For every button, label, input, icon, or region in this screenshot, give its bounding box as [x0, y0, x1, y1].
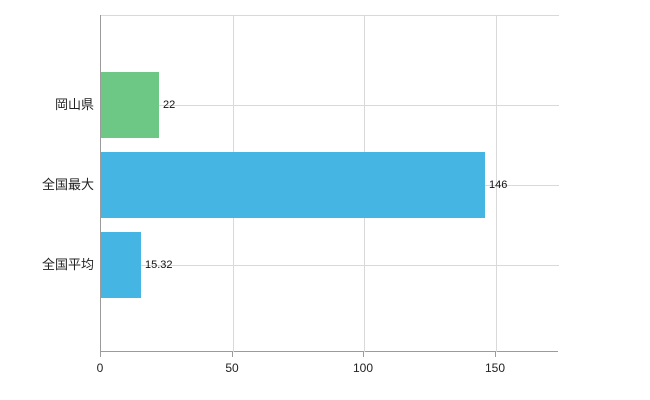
bar [101, 152, 485, 218]
gridline-vertical [496, 15, 497, 352]
axis-tick-mark [232, 352, 233, 357]
bar [101, 72, 159, 138]
axis-tick-mark [100, 352, 101, 357]
gridline-top [101, 15, 559, 16]
x-tick-label: 150 [484, 361, 506, 375]
gridline-horizontal [101, 265, 559, 266]
bar-value-label: 146 [489, 179, 508, 191]
gridline-horizontal [101, 105, 559, 106]
category-label: 全国最大 [41, 177, 94, 192]
x-tick-label: 100 [352, 361, 374, 375]
bar-value-label: 22 [163, 99, 176, 111]
axis-tick-mark [363, 352, 364, 357]
category-label: 岡山県 [54, 97, 94, 112]
axis-tick-mark [495, 352, 496, 357]
x-tick-label: 50 [225, 361, 239, 375]
bar-value-label: 15.32 [145, 259, 173, 271]
category-label: 全国平均 [41, 257, 94, 272]
plot-area: 22 146 15.32 [100, 15, 559, 352]
x-tick-label: 0 [96, 361, 104, 375]
bar [101, 232, 141, 298]
